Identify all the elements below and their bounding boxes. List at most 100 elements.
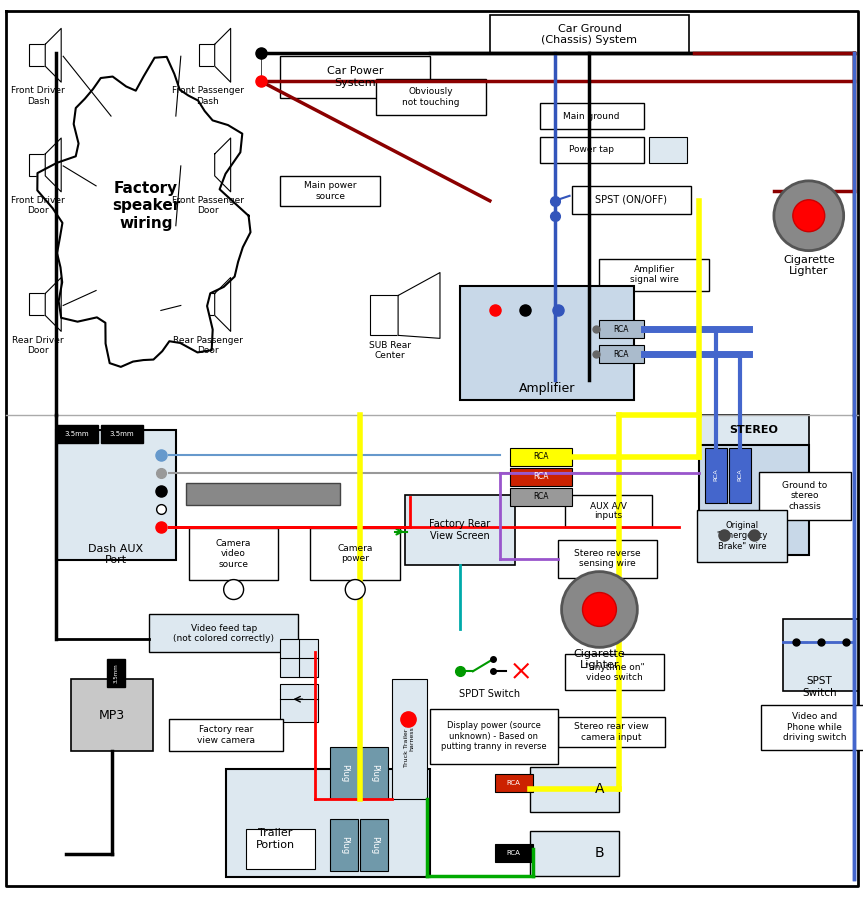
FancyBboxPatch shape: [699, 445, 809, 554]
Text: Power tap: Power tap: [569, 145, 614, 154]
Circle shape: [224, 579, 244, 599]
Text: Amplifier
signal wire: Amplifier signal wire: [630, 265, 679, 284]
FancyBboxPatch shape: [29, 44, 45, 66]
FancyBboxPatch shape: [186, 483, 340, 505]
Text: Plug: Plug: [340, 836, 349, 854]
FancyBboxPatch shape: [29, 293, 45, 316]
Text: Display power (source
unknown) - Based on
putting tranny in reverse: Display power (source unknown) - Based o…: [441, 721, 547, 751]
Polygon shape: [37, 57, 251, 367]
FancyBboxPatch shape: [600, 258, 709, 291]
FancyBboxPatch shape: [783, 620, 858, 692]
Text: RCA: RCA: [533, 452, 549, 461]
Text: SPST
Switch: SPST Switch: [803, 676, 837, 698]
FancyBboxPatch shape: [29, 154, 45, 176]
Text: Ground to
stereo
chassis: Ground to stereo chassis: [782, 481, 828, 510]
FancyBboxPatch shape: [557, 717, 665, 747]
Text: A: A: [594, 782, 604, 796]
Polygon shape: [45, 138, 61, 192]
Text: RCA: RCA: [738, 468, 742, 481]
Polygon shape: [398, 273, 440, 338]
Text: Front Passenger
Dash: Front Passenger Dash: [172, 86, 244, 106]
FancyBboxPatch shape: [564, 495, 652, 527]
Text: Dash AUX
Port: Dash AUX Port: [88, 544, 143, 565]
Text: B: B: [594, 846, 604, 859]
FancyBboxPatch shape: [600, 345, 645, 363]
Text: Front Driver
Dash: Front Driver Dash: [11, 86, 65, 106]
FancyBboxPatch shape: [56, 430, 176, 560]
FancyBboxPatch shape: [370, 295, 398, 335]
Text: STEREO: STEREO: [729, 425, 778, 435]
FancyBboxPatch shape: [540, 137, 645, 163]
Text: Main power
source: Main power source: [304, 181, 357, 201]
Text: Plug: Plug: [340, 764, 349, 782]
FancyBboxPatch shape: [564, 654, 664, 690]
Circle shape: [793, 200, 825, 231]
Text: MP3: MP3: [99, 709, 125, 722]
Text: 3.5mm: 3.5mm: [65, 431, 90, 437]
FancyBboxPatch shape: [281, 640, 318, 677]
Text: Rear Passenger
Door: Rear Passenger Door: [173, 335, 243, 355]
Text: SUB Rear
Center: SUB Rear Center: [369, 341, 411, 360]
FancyBboxPatch shape: [226, 769, 430, 876]
FancyBboxPatch shape: [405, 495, 515, 564]
Text: RCA: RCA: [507, 779, 521, 786]
FancyBboxPatch shape: [360, 747, 388, 799]
Circle shape: [774, 181, 843, 250]
FancyBboxPatch shape: [245, 829, 315, 868]
FancyBboxPatch shape: [330, 819, 359, 871]
FancyBboxPatch shape: [650, 137, 687, 163]
FancyBboxPatch shape: [330, 747, 359, 799]
FancyBboxPatch shape: [430, 710, 557, 764]
FancyBboxPatch shape: [759, 472, 851, 519]
FancyBboxPatch shape: [761, 705, 864, 750]
Text: SPST (ON/OFF): SPST (ON/OFF): [595, 195, 667, 205]
FancyBboxPatch shape: [310, 527, 400, 579]
Text: Video and
Phone while
driving switch: Video and Phone while driving switch: [783, 712, 847, 742]
Text: RCA: RCA: [533, 473, 549, 482]
Text: RCA: RCA: [533, 492, 549, 501]
Text: Main ground: Main ground: [563, 111, 619, 120]
FancyBboxPatch shape: [557, 540, 658, 578]
Text: Front Passenger
Door: Front Passenger Door: [172, 196, 244, 215]
FancyBboxPatch shape: [705, 448, 727, 503]
Text: 3.5mm: 3.5mm: [113, 664, 118, 684]
Text: Stereo reverse
sensing wire: Stereo reverse sensing wire: [574, 549, 641, 569]
Text: RCA: RCA: [507, 849, 521, 856]
FancyBboxPatch shape: [281, 176, 380, 205]
Text: Cigarette
Lighter: Cigarette Lighter: [574, 649, 626, 670]
Text: Factory rear
view camera: Factory rear view camera: [197, 726, 255, 745]
FancyBboxPatch shape: [149, 614, 298, 652]
Polygon shape: [214, 277, 231, 331]
Text: Camera
power: Camera power: [338, 544, 373, 563]
Text: SPDT Switch: SPDT Switch: [460, 689, 520, 699]
FancyBboxPatch shape: [600, 320, 645, 338]
Text: Rear Driver
Door: Rear Driver Door: [12, 335, 64, 355]
FancyBboxPatch shape: [199, 154, 214, 176]
Text: Amplifier: Amplifier: [518, 382, 575, 395]
Text: RCA: RCA: [613, 325, 629, 334]
Text: Plug: Plug: [370, 836, 378, 854]
FancyBboxPatch shape: [510, 448, 572, 466]
Text: AUX A/V
inputs: AUX A/V inputs: [590, 501, 627, 520]
Polygon shape: [45, 29, 61, 83]
FancyBboxPatch shape: [281, 57, 430, 98]
FancyBboxPatch shape: [697, 509, 787, 562]
FancyBboxPatch shape: [56, 425, 98, 443]
Text: Car Ground
(Chassis) System: Car Ground (Chassis) System: [542, 23, 638, 45]
Text: Factory Rear
View Screen: Factory Rear View Screen: [429, 519, 491, 541]
Text: Trailer
Portion: Trailer Portion: [256, 828, 295, 849]
Text: Car Power
System: Car Power System: [327, 66, 384, 88]
FancyBboxPatch shape: [572, 186, 691, 213]
FancyBboxPatch shape: [376, 79, 486, 115]
Text: Cigarette
Lighter: Cigarette Lighter: [783, 255, 835, 276]
FancyBboxPatch shape: [460, 285, 634, 400]
Polygon shape: [214, 138, 231, 192]
Text: "anytime on"
video switch: "anytime on" video switch: [585, 663, 645, 682]
Text: RCA: RCA: [714, 468, 719, 481]
FancyBboxPatch shape: [199, 44, 214, 66]
Text: Video feed tap
(not colored correctly): Video feed tap (not colored correctly): [173, 623, 274, 643]
FancyBboxPatch shape: [101, 425, 143, 443]
FancyBboxPatch shape: [495, 774, 533, 792]
Circle shape: [582, 593, 616, 626]
Text: 3.5mm: 3.5mm: [110, 431, 134, 437]
